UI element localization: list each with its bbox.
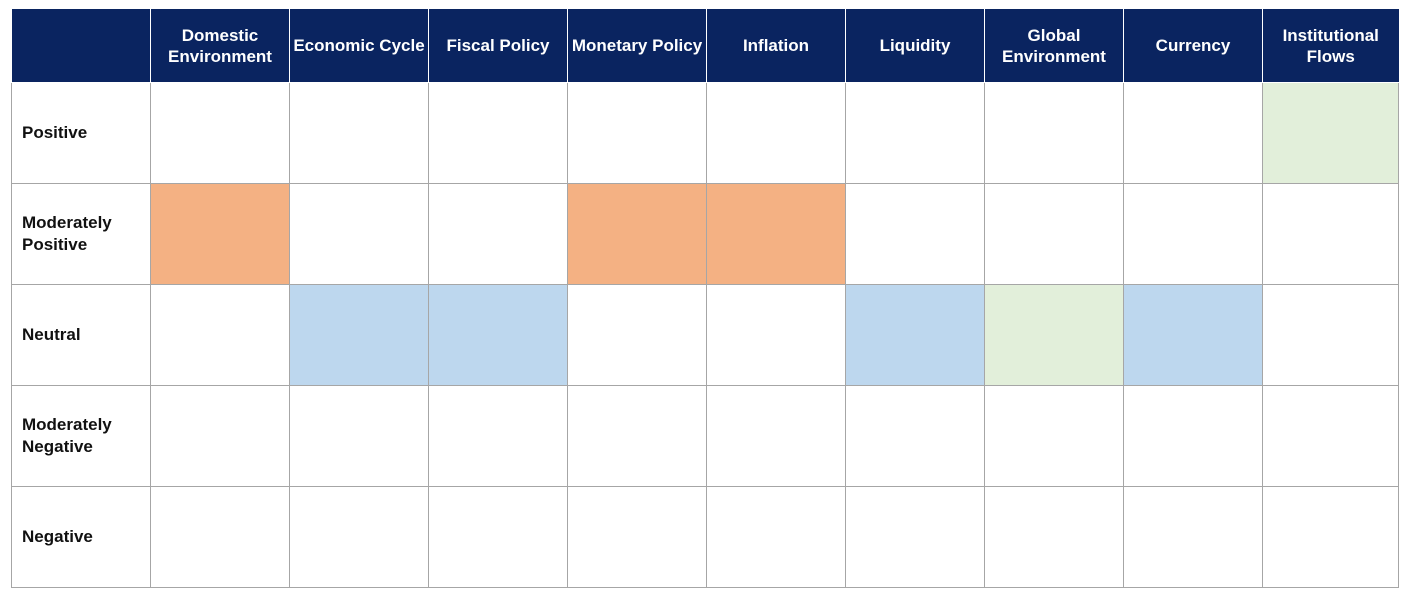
column-header-global-environment: Global Environment [984, 9, 1124, 83]
column-header-currency: Currency [1123, 9, 1263, 83]
cell-neutral-fiscal-policy [428, 284, 568, 386]
cell-negative-fiscal-policy [428, 486, 568, 588]
row-positive: Positive [11, 82, 1399, 184]
cell-negative-currency [1123, 486, 1263, 588]
row-label-neutral: Neutral [11, 284, 151, 386]
cell-positive-economic-cycle [289, 82, 429, 184]
cell-positive-domestic-environment [150, 82, 290, 184]
cell-negative-liquidity [845, 486, 985, 588]
cell-neutral-economic-cycle [289, 284, 429, 386]
cell-positive-monetary-policy [567, 82, 707, 184]
cell-neutral-currency [1123, 284, 1263, 386]
row-moderately-positive: Moderately Positive [11, 183, 1399, 285]
cell-negative-inflation [706, 486, 846, 588]
cell-neutral-inflation [706, 284, 846, 386]
row-label-text: Moderately Negative [22, 415, 112, 456]
cell-moderately-negative-economic-cycle [289, 385, 429, 487]
row-label-positive: Positive [11, 82, 151, 184]
column-header-inflation: Inflation [706, 9, 846, 83]
corner-cell [11, 9, 151, 83]
row-label-text: Positive [22, 123, 88, 142]
row-label-text: Neutral [22, 325, 81, 344]
cell-positive-institutional-flows [1262, 82, 1399, 184]
column-header-fiscal-policy: Fiscal Policy [428, 9, 568, 83]
row-label-negative: Negative [11, 486, 151, 588]
cell-moderately-positive-currency [1123, 183, 1263, 285]
cell-moderately-negative-currency [1123, 385, 1263, 487]
header-row: Domestic Environment Economic Cycle Fiscal… [11, 9, 1399, 83]
cell-moderately-positive-global-environment [984, 183, 1124, 285]
cell-neutral-monetary-policy [567, 284, 707, 386]
cell-moderately-negative-fiscal-policy [428, 385, 568, 487]
cell-neutral-domestic-environment [150, 284, 290, 386]
assessment-grid: Domestic Environment Economic Cycle Fiscal… [11, 9, 1399, 588]
cell-moderately-positive-institutional-flows [1262, 183, 1399, 285]
column-header-monetary-policy: Monetary Policy [567, 9, 707, 83]
cell-moderately-negative-inflation [706, 385, 846, 487]
cell-moderately-negative-monetary-policy [567, 385, 707, 487]
row-negative: Negative [11, 486, 1399, 588]
cell-negative-economic-cycle [289, 486, 429, 588]
cell-moderately-positive-inflation [706, 183, 846, 285]
cell-negative-monetary-policy [567, 486, 707, 588]
row-moderately-negative: Moderately Negative [11, 385, 1399, 487]
cell-positive-global-environment [984, 82, 1124, 184]
grid-body: Positive Moderately Positive Neutral Modera… [11, 82, 1399, 588]
cell-moderately-negative-domestic-environment [150, 385, 290, 487]
column-header-institutional-flows: Institutional Flows [1262, 9, 1399, 83]
column-header-economic-cycle: Economic Cycle [289, 9, 429, 83]
cell-negative-global-environment [984, 486, 1124, 588]
cell-neutral-global-environment [984, 284, 1124, 386]
row-label-moderately-negative: Moderately Negative [11, 385, 151, 487]
cell-moderately-positive-monetary-policy [567, 183, 707, 285]
cell-moderately-positive-liquidity [845, 183, 985, 285]
row-neutral: Neutral [11, 284, 1399, 386]
cell-positive-currency [1123, 82, 1263, 184]
cell-moderately-negative-institutional-flows [1262, 385, 1399, 487]
row-label-text: Negative [22, 527, 93, 546]
cell-moderately-positive-fiscal-policy [428, 183, 568, 285]
cell-moderately-positive-economic-cycle [289, 183, 429, 285]
cell-moderately-negative-liquidity [845, 385, 985, 487]
row-label-moderately-positive: Moderately Positive [11, 183, 151, 285]
cell-neutral-institutional-flows [1262, 284, 1399, 386]
cell-positive-fiscal-policy [428, 82, 568, 184]
cell-moderately-negative-global-environment [984, 385, 1124, 487]
cell-negative-domestic-environment [150, 486, 290, 588]
cell-moderately-positive-domestic-environment [150, 183, 290, 285]
cell-positive-liquidity [845, 82, 985, 184]
column-header-domestic-environment: Domestic Environment [150, 9, 290, 83]
cell-neutral-liquidity [845, 284, 985, 386]
column-header-liquidity: Liquidity [845, 9, 985, 83]
cell-negative-institutional-flows [1262, 486, 1399, 588]
row-label-text: Moderately Positive [22, 213, 112, 254]
cell-positive-inflation [706, 82, 846, 184]
